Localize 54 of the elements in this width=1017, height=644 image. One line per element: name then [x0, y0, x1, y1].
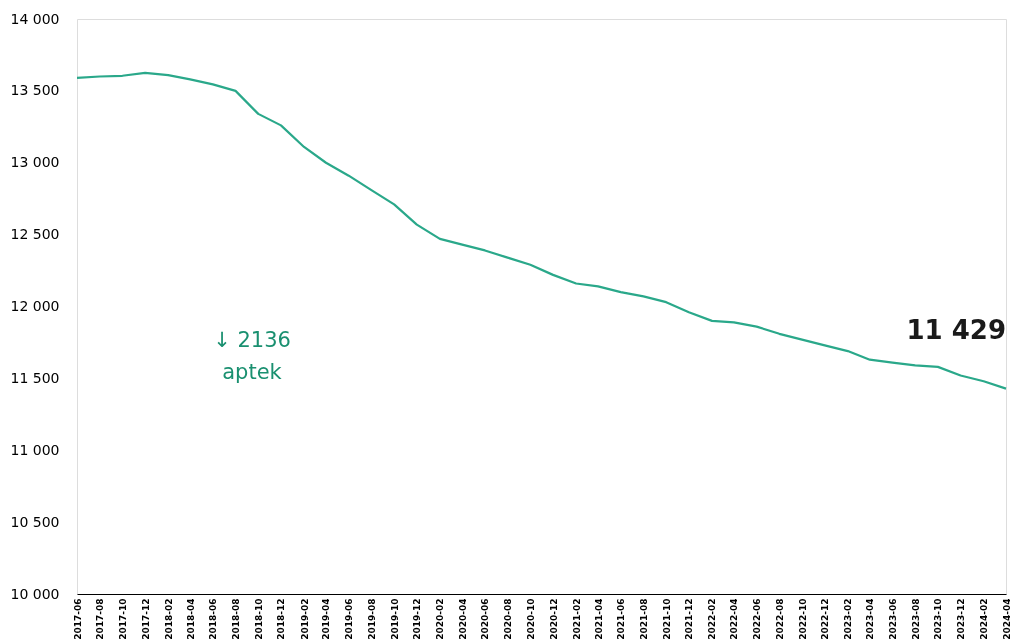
x-tick-label: 2022-06 [752, 598, 763, 640]
x-tick-label: 2020-08 [503, 598, 514, 640]
x-tick-label: 2024-02 [979, 598, 990, 640]
y-tick-label: 13 500 [10, 82, 60, 99]
y-tick-label: 14 000 [10, 10, 60, 27]
x-tick-label: 2021-12 [684, 598, 695, 640]
x-tick-label: 2020-06 [480, 598, 491, 640]
x-tick-label: 2021-04 [593, 598, 604, 640]
x-tick-label: 2024-04 [1001, 598, 1012, 640]
x-tick-label: 2018-04 [185, 598, 196, 640]
x-tick-label: 2019-12 [412, 598, 423, 640]
x-tick-label: 2023-06 [887, 598, 898, 640]
line-series [75, 71, 1008, 390]
x-tick-label: 2019-04 [321, 598, 332, 640]
x-tick-label: 2017-06 [72, 598, 83, 640]
x-tick-label: 2021-08 [638, 598, 649, 640]
x-tick-label: 2019-10 [389, 598, 400, 640]
y-tick-label: 10 000 [10, 585, 60, 602]
x-tick-label: 2020-10 [525, 598, 536, 640]
x-tick-label: 2023-08 [910, 598, 921, 640]
x-tick-label: 2021-02 [571, 598, 582, 640]
y-tick-label: 11 500 [10, 369, 60, 386]
x-tick-label: 2018-02 [163, 598, 174, 640]
x-tick-label: 2023-10 [933, 598, 944, 640]
x-tick-label: 2018-06 [208, 598, 219, 640]
y-tick-label: 10 500 [10, 513, 60, 530]
y-tick-label: 13 000 [10, 154, 60, 171]
x-tick-label: 2017-12 [140, 598, 151, 640]
x-tick-label: 2022-08 [774, 598, 785, 640]
x-tick-label: 2022-10 [797, 598, 808, 640]
x-tick-label: 2018-08 [231, 598, 242, 640]
y-tick-label: 11 000 [10, 441, 60, 458]
x-tick-label: 2023-02 [843, 598, 854, 640]
y-tick-label: 12 000 [10, 298, 60, 314]
x-tick-label: 2022-04 [729, 598, 740, 640]
x-tick-label: 2021-06 [616, 598, 627, 640]
x-tick-label: 2019-02 [299, 598, 310, 640]
x-tick-label: 2017-10 [117, 598, 128, 640]
annotation: 11 429 [906, 314, 1006, 345]
x-tick-label: 2022-02 [707, 598, 718, 640]
x-tick-label: 2020-04 [457, 598, 468, 640]
x-tick-label: 2020-12 [548, 598, 559, 640]
x-tick-label: 2019-06 [344, 598, 355, 640]
x-tick-label: 2023-12 [956, 598, 967, 640]
x-tick-label: 2017-08 [95, 598, 106, 640]
x-tick-label: 2018-12 [276, 598, 287, 640]
x-tick-label: 2019-08 [366, 598, 377, 640]
y-tick-label: 12 500 [10, 226, 60, 243]
x-tick-label: 2022-12 [820, 598, 831, 640]
x-tick-label: 2023-04 [865, 598, 876, 640]
x-tick-label: 2018-10 [253, 598, 264, 640]
x-tick-label: 2021-10 [661, 598, 672, 640]
x-tick-label: 2020-02 [435, 598, 446, 640]
annotation: ↓ 2136 aptek [213, 328, 291, 384]
